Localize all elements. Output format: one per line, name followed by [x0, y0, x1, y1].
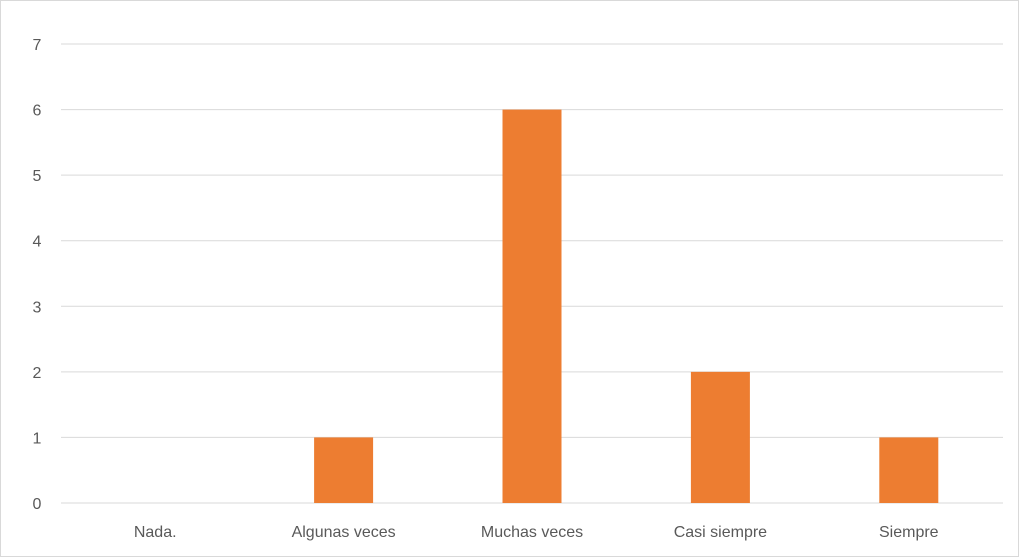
- bars: [314, 109, 939, 504]
- x-tick-label: Siempre: [879, 524, 939, 541]
- y-tick-label: 4: [33, 234, 42, 251]
- bar-4: [879, 437, 939, 503]
- y-axis-ticks: 0 1 2 3 4 5 6 7: [33, 37, 42, 513]
- x-tick-label: Algunas veces: [292, 524, 396, 541]
- bar-3: [690, 371, 750, 503]
- bar-2: [502, 109, 562, 504]
- x-tick-label: Casi siempre: [674, 524, 767, 541]
- bar-1: [314, 437, 374, 503]
- y-tick-label: 3: [33, 299, 42, 316]
- y-tick-label: 1: [33, 430, 42, 447]
- x-tick-label: Muchas veces: [481, 524, 583, 541]
- y-tick-label: 5: [33, 168, 42, 185]
- y-tick-label: 0: [33, 496, 42, 513]
- x-axis-ticks: Nada. Algunas veces Muchas veces Casi siemp…: [134, 524, 939, 541]
- x-tick-label: Nada.: [134, 524, 177, 541]
- y-tick-label: 2: [33, 365, 42, 382]
- y-tick-label: 7: [33, 37, 42, 54]
- y-tick-label: 6: [33, 103, 42, 120]
